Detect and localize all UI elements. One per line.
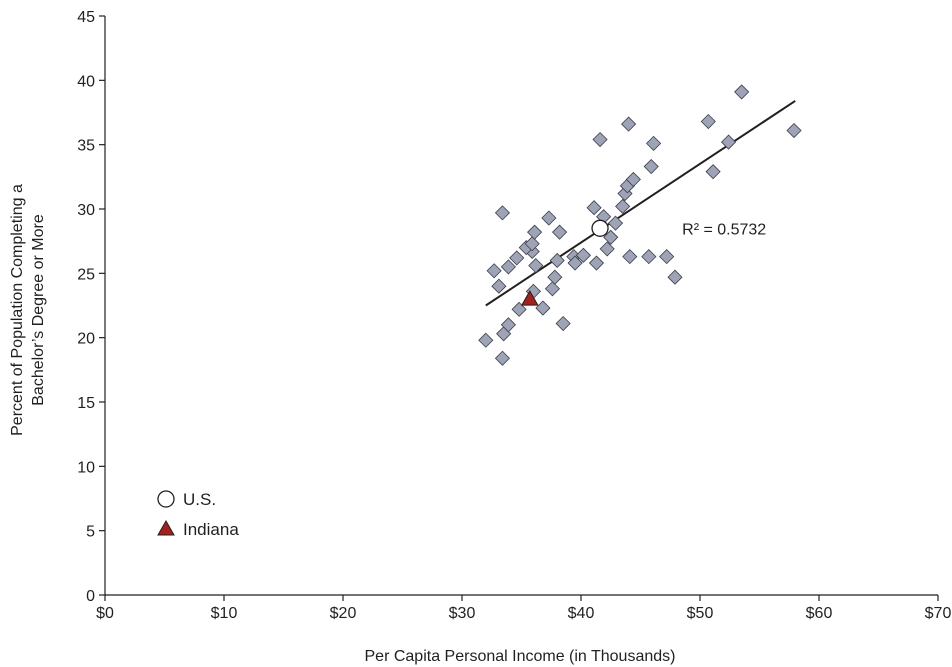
state-point [734,84,750,100]
y-tick-label: 0 [86,588,95,605]
state-point [643,158,659,175]
y-tick-label: 30 [77,202,95,219]
state-point [705,164,721,180]
state-point [786,122,802,139]
state-point [491,278,507,294]
state-point [615,198,631,214]
x-tick-label: $70 [925,605,952,622]
x-tick-label: $30 [449,605,476,622]
state-point [494,205,511,221]
state-point [667,269,683,285]
y-tick-label: 20 [77,331,95,348]
state-point [528,258,544,274]
state-point [575,247,591,263]
state-point [567,255,583,271]
indiana-point [520,290,539,306]
state-point [549,252,565,269]
y-tick-label: 40 [77,73,95,90]
legend-label: U.S. [183,490,216,509]
state-point [603,229,619,245]
chart-ticks: $0 $10 $20 $30 $40 $50 $60 $70 0 5 10 15 20 25 30 35 40 4… [77,9,951,622]
x-tick-label: $0 [96,605,114,622]
x-tick-label: $20 [330,605,357,622]
state-point [555,315,571,332]
state-point [511,301,527,317]
x-tick-label: $60 [806,605,833,622]
y-tick-label: 15 [77,395,95,412]
x-tick-label: $40 [568,605,595,622]
state-point [700,113,716,130]
y-axis-title-line-1: Percent of Population Completing a [9,184,26,436]
state-point [552,224,568,240]
legend-marker-indiana [157,519,175,536]
state-point [524,236,540,252]
legend-label: Indiana [183,520,239,539]
state-point [478,332,494,348]
state-point [500,259,516,275]
legend: U.S. Indiana [157,490,239,539]
legend-marker-u-s [157,490,175,508]
state-point [621,116,637,132]
state-point [588,255,605,271]
state-point [622,249,638,265]
state-point [586,200,602,216]
axis-titles: Per Capita Personal Income (in Thousands… [9,184,675,665]
state-point [541,210,557,226]
y-tick-label: 45 [77,9,95,26]
trendline [485,100,796,307]
state-point [592,131,608,148]
y-tick-label: 5 [86,524,95,541]
x-tick-label: $50 [687,605,714,622]
y-tick-label: 35 [77,138,95,155]
r-squared-label: R² = 0.5732 [682,221,766,238]
state-point [494,350,511,366]
state-point [607,215,624,231]
state-point [547,269,563,285]
x-tick-label: $10 [211,605,238,622]
state-point [500,317,516,333]
state-point [599,241,615,257]
state-point [646,135,662,151]
state-point [641,249,657,265]
trendline-group [485,100,796,307]
state-point [486,263,502,279]
y-axis-title-line-2: Bachelor’s Degree or More [30,214,47,406]
y-tick-label: 25 [77,266,95,283]
chart-axes [104,16,938,596]
data-points [478,84,802,366]
state-point [535,300,551,316]
state-point [720,134,737,150]
state-point [509,250,525,266]
annotations: R² = 0.5732 [682,221,766,238]
state-point [625,171,641,187]
us-point [591,219,609,237]
x-axis-title: Per Capita Personal Income (in Thousands… [365,648,676,665]
y-tick-label: 10 [77,459,95,476]
state-point [544,281,561,297]
state-point [659,249,675,265]
state-point [527,224,543,240]
